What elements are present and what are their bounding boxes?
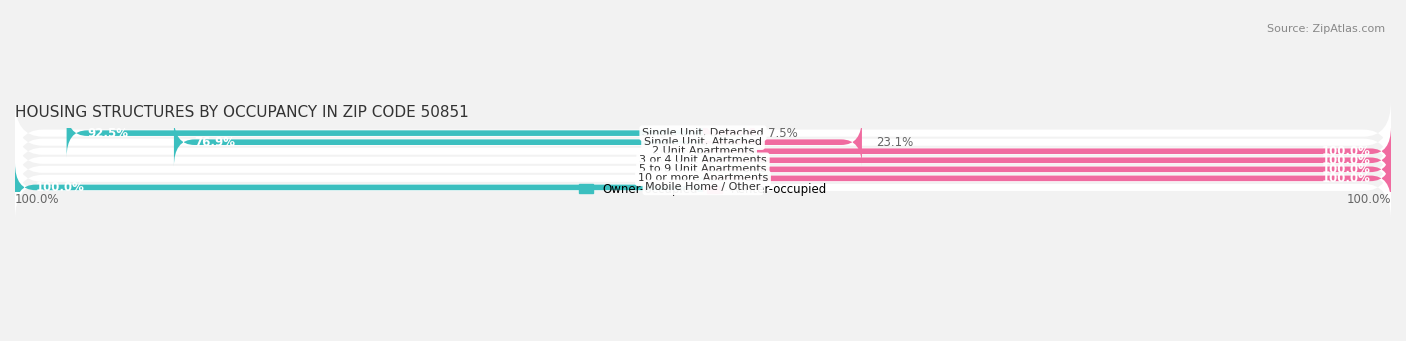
- FancyBboxPatch shape: [66, 109, 703, 158]
- FancyBboxPatch shape: [703, 154, 1391, 203]
- Text: 100.0%: 100.0%: [15, 193, 59, 206]
- Text: Source: ZipAtlas.com: Source: ZipAtlas.com: [1267, 24, 1385, 34]
- FancyBboxPatch shape: [15, 163, 703, 212]
- Text: 3 or 4 Unit Apartments: 3 or 4 Unit Apartments: [640, 155, 766, 165]
- Text: 100.0%: 100.0%: [1347, 193, 1391, 206]
- Text: 5 to 9 Unit Apartments: 5 to 9 Unit Apartments: [640, 164, 766, 174]
- FancyBboxPatch shape: [703, 109, 755, 158]
- Text: HOUSING STRUCTURES BY OCCUPANCY IN ZIP CODE 50851: HOUSING STRUCTURES BY OCCUPANCY IN ZIP C…: [15, 105, 468, 120]
- Text: 100.0%: 100.0%: [35, 181, 84, 194]
- FancyBboxPatch shape: [703, 145, 1391, 194]
- FancyBboxPatch shape: [703, 127, 1391, 176]
- Text: Mobile Home / Other: Mobile Home / Other: [645, 182, 761, 192]
- Text: Single Unit, Detached: Single Unit, Detached: [643, 128, 763, 138]
- FancyBboxPatch shape: [703, 136, 1391, 184]
- FancyBboxPatch shape: [174, 118, 703, 166]
- Text: 76.9%: 76.9%: [194, 136, 236, 149]
- FancyBboxPatch shape: [15, 137, 1391, 202]
- Text: 100.0%: 100.0%: [1322, 154, 1371, 167]
- Text: 100.0%: 100.0%: [1322, 172, 1371, 185]
- Text: 7.5%: 7.5%: [768, 127, 799, 139]
- FancyBboxPatch shape: [15, 128, 1391, 193]
- Text: 100.0%: 100.0%: [1322, 163, 1371, 176]
- Legend: Owner-occupied, Renter-occupied: Owner-occupied, Renter-occupied: [574, 178, 832, 201]
- Text: 2 Unit Apartments: 2 Unit Apartments: [652, 146, 754, 156]
- FancyBboxPatch shape: [703, 118, 862, 166]
- Text: 92.5%: 92.5%: [87, 127, 128, 139]
- Text: 100.0%: 100.0%: [1322, 145, 1371, 158]
- FancyBboxPatch shape: [15, 119, 1391, 184]
- Text: 0.0%: 0.0%: [659, 154, 689, 167]
- FancyBboxPatch shape: [15, 109, 1391, 175]
- Text: 0.0%: 0.0%: [659, 172, 689, 185]
- Text: 0.0%: 0.0%: [717, 181, 747, 194]
- Text: 0.0%: 0.0%: [659, 145, 689, 158]
- Text: 10 or more Apartments: 10 or more Apartments: [638, 173, 768, 183]
- Text: Single Unit, Attached: Single Unit, Attached: [644, 137, 762, 147]
- Text: 0.0%: 0.0%: [659, 163, 689, 176]
- FancyBboxPatch shape: [15, 146, 1391, 211]
- Text: 23.1%: 23.1%: [876, 136, 912, 149]
- FancyBboxPatch shape: [15, 101, 1391, 166]
- FancyBboxPatch shape: [15, 155, 1391, 220]
